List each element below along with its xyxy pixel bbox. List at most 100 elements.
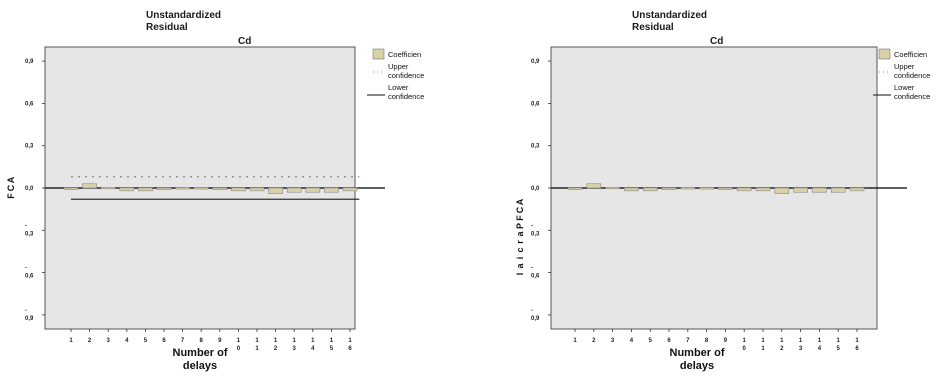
legend-label: Upper xyxy=(894,62,915,71)
y-axis-label: F xyxy=(6,193,16,199)
x-tick-label: 0 xyxy=(237,346,241,352)
y-tick-label: 0,9 xyxy=(531,59,540,65)
chart-title: Residual xyxy=(632,22,674,33)
chart-title: Unstandardized xyxy=(632,10,707,21)
y-tick-label: 0,9 xyxy=(531,316,540,322)
legend-label: confidence xyxy=(388,92,424,101)
y-tick-label: 0,6 xyxy=(25,274,34,280)
acf-bar xyxy=(100,186,116,190)
acf-bar xyxy=(849,187,865,192)
acf-bar xyxy=(231,187,246,192)
x-tick-label: 1 xyxy=(348,338,352,344)
y-axis-label: C xyxy=(515,206,525,213)
y-axis-label: a xyxy=(515,263,525,269)
y-axis-label: A xyxy=(515,198,525,205)
legend-label: Lower xyxy=(388,83,409,92)
acf-bar xyxy=(642,187,658,192)
x-tick-label: 1 xyxy=(855,338,859,344)
legend-label: confidence xyxy=(894,71,930,80)
y-tick-label: - xyxy=(531,308,533,314)
acf-bar xyxy=(119,187,135,192)
x-axis-label: delays xyxy=(183,360,217,372)
x-tick-label: 4 xyxy=(311,346,315,352)
y-axis-label: P xyxy=(515,223,525,229)
acf-bar xyxy=(830,187,846,193)
y-tick-label: - xyxy=(25,223,27,229)
x-tick-label: 1 xyxy=(330,338,334,344)
x-tick-label: 3 xyxy=(293,346,297,352)
x-tick-label: 1 xyxy=(818,338,822,344)
acf-bar xyxy=(342,187,358,192)
acf-bar xyxy=(736,187,752,192)
legend-label: Coefficien xyxy=(894,50,927,59)
acf-bar xyxy=(286,187,302,193)
y-tick-label: - xyxy=(25,266,27,272)
acf-bar xyxy=(193,187,209,190)
acf-bar xyxy=(793,187,808,193)
y-axis-label: i xyxy=(515,257,525,260)
acf-bar xyxy=(774,187,790,194)
x-tick-label: 1 xyxy=(573,338,577,344)
x-axis-label: Number of xyxy=(173,347,228,359)
x-tick-label: 2 xyxy=(274,346,278,352)
x-tick-label: 7 xyxy=(181,338,185,344)
legend-label: Coefficien xyxy=(388,50,421,59)
acf-bar xyxy=(812,187,827,193)
acf-bar xyxy=(138,187,153,192)
x-tick-label: 3 xyxy=(611,338,615,344)
y-tick-label: 0,3 xyxy=(531,231,540,237)
y-tick-label: 0,6 xyxy=(531,101,540,107)
acf-bar xyxy=(82,183,97,189)
y-tick-label: - xyxy=(531,223,533,229)
y-axis-label: C xyxy=(6,184,16,191)
x-tick-label: 1 xyxy=(837,338,841,344)
x-tick-label: 4 xyxy=(125,338,129,344)
x-axis-label: delays xyxy=(680,360,714,372)
acf-bar xyxy=(63,187,79,190)
legend-swatch-coefficient xyxy=(372,48,385,60)
acf-bar xyxy=(680,187,696,190)
x-tick-label: 1 xyxy=(293,338,297,344)
x-tick-label: 1 xyxy=(311,338,315,344)
chart-subtitle: Cd xyxy=(710,36,723,47)
x-tick-label: 1 xyxy=(743,338,747,344)
x-tick-label: 6 xyxy=(348,346,352,352)
x-tick-label: 6 xyxy=(855,346,859,352)
x-tick-label: 2 xyxy=(592,338,596,344)
x-tick-label: 0 xyxy=(743,346,747,352)
x-axis-label: Number of xyxy=(670,347,725,359)
x-tick-label: 8 xyxy=(200,338,204,344)
chart-subtitle: Cd xyxy=(238,36,251,47)
y-tick-label: 0,9 xyxy=(25,316,34,322)
acf-bar xyxy=(268,187,283,194)
x-tick-label: 5 xyxy=(837,346,841,352)
y-axis-label: c xyxy=(515,247,525,252)
x-tick-label: 5 xyxy=(649,338,653,344)
x-tick-label: 1 xyxy=(274,338,278,344)
chart-title: Residual xyxy=(146,22,188,33)
acf-bar xyxy=(699,187,714,190)
acf-bar xyxy=(605,186,620,190)
x-tick-label: 4 xyxy=(818,346,822,352)
y-tick-label: 0,0 xyxy=(25,186,34,192)
x-tick-label: 1 xyxy=(255,346,259,352)
x-tick-label: 1 xyxy=(799,338,803,344)
acf-bar xyxy=(755,187,771,192)
x-tick-label: 1 xyxy=(761,346,765,352)
acf-bar xyxy=(586,183,602,189)
y-tick-label: 0,0 xyxy=(531,186,540,192)
y-tick-label: - xyxy=(531,266,533,272)
x-tick-label: 1 xyxy=(761,338,765,344)
x-tick-label: 1 xyxy=(237,338,241,344)
y-axis-label: l xyxy=(515,273,525,276)
x-tick-label: 6 xyxy=(667,338,671,344)
acf-bar xyxy=(567,187,583,190)
x-tick-label: 2 xyxy=(88,338,92,344)
x-tick-label: 8 xyxy=(705,338,709,344)
x-tick-label: 1 xyxy=(69,338,73,344)
x-tick-label: 7 xyxy=(686,338,690,344)
y-tick-label: 0,3 xyxy=(25,231,34,237)
legend-label: Lower xyxy=(894,83,915,92)
